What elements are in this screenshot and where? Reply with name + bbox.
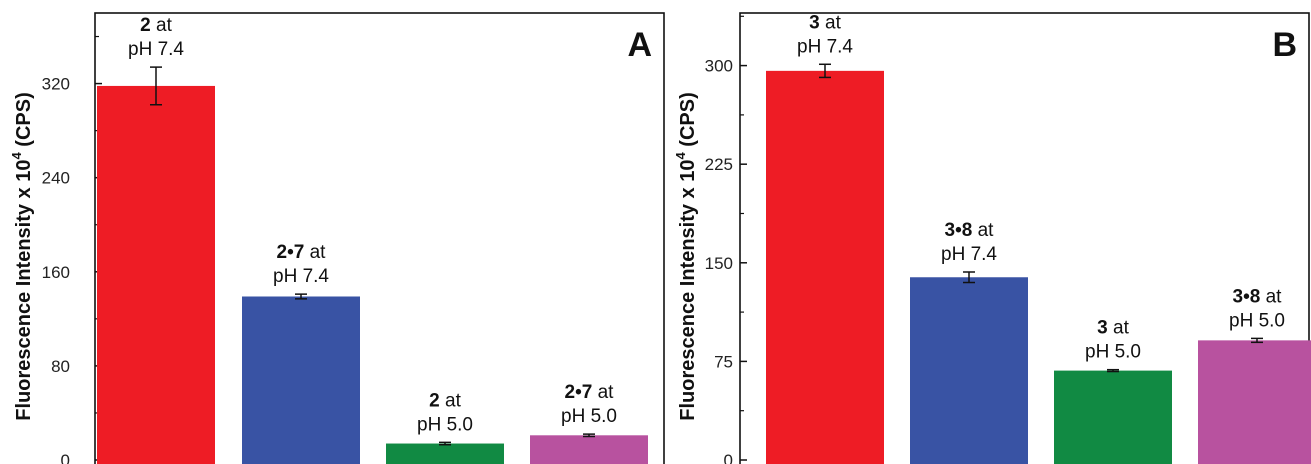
y-axis-title: Fluorescence Intensity x 104 (CPS) <box>9 92 35 420</box>
y-axis-title-superscript: 4 <box>9 152 24 160</box>
y-axis-title-superscript: 4 <box>673 152 688 160</box>
y-axis-title-main: Fluorescence Intensity x 10 <box>13 160 35 421</box>
bar-label-line1: 2 at <box>429 390 461 411</box>
y-tick-label: 0 <box>61 451 70 464</box>
bar-label-compound: 2•7 <box>565 382 593 403</box>
bar-label-line2: pH 7.4 <box>941 244 997 265</box>
bar <box>386 443 504 464</box>
plot-frame <box>94 12 665 464</box>
bar-label-line1: 3•8 at <box>1233 286 1283 307</box>
bar <box>766 70 884 464</box>
bar-label-at: at <box>1108 318 1130 339</box>
bar <box>242 296 360 464</box>
chart-panel-a: 0 80 160 240 320 Fluorescence Intensity x 104… <box>9 12 665 464</box>
panel-letter: B <box>1272 26 1297 64</box>
bar-label-compound: 3•8 <box>945 220 973 241</box>
chart-panel-b: 0 75 150 225 300 Fluorescence Intensity x 104… <box>673 12 1311 464</box>
bar-label-line1: 2•7 at <box>277 242 327 263</box>
bar-label-line1: 3•8 at <box>945 220 995 241</box>
bar-label-line2: pH 5.0 <box>561 406 617 427</box>
bar-label-compound: 2 <box>429 390 440 411</box>
bar-label-line2: pH 5.0 <box>1229 310 1285 331</box>
bar-label-line1: 3 at <box>1097 318 1129 339</box>
bar-label-at: at <box>592 382 614 403</box>
bar-label-at: at <box>440 390 462 411</box>
bar-label-compound: 3•8 <box>1233 286 1261 307</box>
y-tick-label: 320 <box>42 75 70 94</box>
bar-label-compound: 2 <box>140 15 151 36</box>
y-tick-label: 0 <box>724 451 733 464</box>
y-tick-label: 75 <box>714 352 733 371</box>
bar <box>1054 370 1172 464</box>
bar-label-at: at <box>820 12 842 33</box>
y-tick-label: 225 <box>705 155 733 174</box>
y-tick-label: 160 <box>42 263 70 282</box>
bar-label-compound: 3 <box>1097 318 1108 339</box>
y-axis-title: Fluorescence Intensity x 104 (CPS) <box>673 92 699 420</box>
bar-label-line2: pH 7.4 <box>128 39 184 60</box>
bar-label-line1: 3 at <box>809 12 841 33</box>
bar-label-at: at <box>304 242 326 263</box>
bar <box>910 277 1028 464</box>
bar-label-at: at <box>151 15 173 36</box>
bar <box>530 435 648 464</box>
bar-label-at: at <box>972 220 994 241</box>
panel-letter: A <box>627 26 652 64</box>
bar-label-at: at <box>1260 286 1282 307</box>
y-axis-title-unit: (CPS) <box>677 92 699 152</box>
bar-label-line2: pH 5.0 <box>1085 342 1141 363</box>
y-tick-label: 240 <box>42 169 70 188</box>
y-tick-label: 150 <box>705 254 733 273</box>
bar <box>1198 340 1311 464</box>
bar-label-line2: pH 7.4 <box>273 266 329 287</box>
bar-label-line1: 2•7 at <box>565 382 615 403</box>
plot-frame <box>739 12 1310 464</box>
bar-label-line2: pH 5.0 <box>417 414 473 435</box>
bar-label-line1: 2 at <box>140 15 172 36</box>
y-tick-label: 80 <box>51 357 70 376</box>
y-axis-title-unit: (CPS) <box>13 92 35 152</box>
bar-label-compound: 2•7 <box>277 242 305 263</box>
y-axis-title-main: Fluorescence Intensity x 10 <box>677 160 699 421</box>
bar <box>97 85 215 464</box>
bar-label-line2: pH 7.4 <box>797 36 853 57</box>
y-tick-label: 300 <box>705 57 733 76</box>
bar-label-compound: 3 <box>809 12 820 33</box>
